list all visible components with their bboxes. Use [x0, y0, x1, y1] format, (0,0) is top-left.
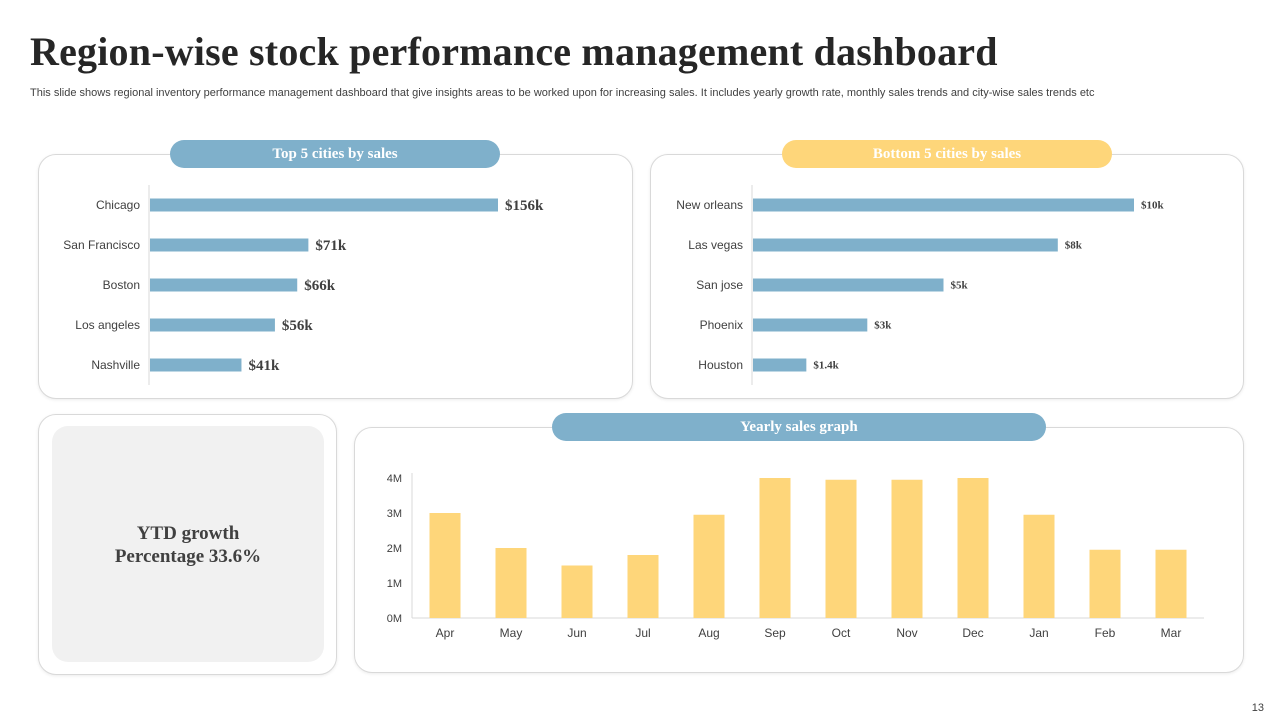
yearly-bar	[1155, 549, 1187, 618]
bottom-cities-value-label: $3k	[874, 320, 892, 332]
yearly-month-label: Sep	[764, 626, 786, 640]
top-cities-city-label: Nashville	[91, 358, 140, 372]
yearly-bar	[957, 478, 989, 618]
bottom-cities-panel	[650, 154, 1244, 399]
yearly-month-label: Dec	[962, 626, 983, 640]
top-cities-bar	[150, 318, 275, 332]
top-cities-value-label: $156k	[505, 198, 544, 214]
top-cities-bar	[150, 278, 298, 292]
yearly-ytick-label: 4M	[387, 473, 402, 485]
yearly-ytick-label: 3M	[387, 508, 402, 520]
top-cities-city-label: San Francisco	[63, 238, 140, 252]
bottom-cities-bar	[753, 278, 944, 292]
yearly-bar	[825, 479, 857, 618]
top-cities-panel	[38, 154, 633, 399]
bottom-cities-value-label: $5k	[951, 280, 969, 292]
top-cities-value-label: $71k	[315, 238, 347, 254]
yearly-month-label: Oct	[832, 626, 851, 640]
yearly-bar	[627, 555, 659, 618]
top-cities-city-label: Boston	[103, 278, 140, 292]
top-cities-city-label: Chicago	[96, 198, 140, 212]
yearly-bar	[561, 565, 593, 618]
yearly-month-label: Jan	[1029, 626, 1048, 640]
top-cities-bar	[150, 238, 309, 252]
yearly-month-label: Aug	[698, 626, 719, 640]
yearly-month-label: May	[500, 626, 523, 640]
yearly-ytick-label: 0M	[387, 613, 402, 625]
ytd-line2: Percentage 33.6%	[114, 546, 262, 567]
yearly-sales-chart: 0M 1M 2M 3M 4M Apr May Jun Jul Aug Sep Oct Nov Dec Jan…	[387, 473, 1204, 640]
page-subtitle: This slide shows regional inventory perf…	[30, 87, 1095, 99]
yearly-bar	[495, 548, 527, 618]
bottom-cities-city-label: New orleans	[676, 198, 743, 212]
bottom-cities-bar	[753, 318, 868, 332]
yearly-bar	[891, 479, 923, 618]
top-cities-value-label: $56k	[282, 318, 314, 334]
yearly-bar	[759, 478, 791, 618]
bottom-cities-value-label: $10k	[1141, 200, 1165, 212]
top-cities-value-label: $66k	[304, 278, 336, 294]
page-title: Region-wise stock performance management…	[30, 29, 998, 74]
yearly-month-label: Feb	[1095, 626, 1116, 640]
yearly-ytick-label: 1M	[387, 578, 402, 590]
yearly-ytick-label: 2M	[387, 543, 402, 555]
ytd-line1: YTD growth	[136, 523, 240, 544]
top-cities-title: Top 5 cities by sales	[170, 140, 500, 168]
top-cities-city-label: Los angeles	[75, 318, 140, 332]
bottom-cities-bar	[753, 238, 1058, 252]
yearly-sales-title: Yearly sales graph	[552, 413, 1046, 441]
yearly-month-label: Jul	[635, 626, 650, 640]
bottom-cities-chart: New orleans $10k Las vegas $8k San jose $5k Ph…	[676, 185, 1165, 385]
yearly-bar	[1023, 514, 1055, 618]
bottom-cities-city-label: Phoenix	[700, 318, 743, 332]
top-cities-chart: Chicago $156k San Francisco $71k Boston $66k L…	[63, 185, 544, 385]
bottom-cities-city-label: Las vegas	[688, 238, 743, 252]
page-number: 13	[1251, 702, 1264, 714]
yearly-month-label: Jun	[567, 626, 586, 640]
yearly-month-label: Nov	[896, 626, 917, 640]
bottom-cities-city-label: San jose	[696, 278, 743, 292]
top-cities-value-label: $41k	[248, 358, 280, 374]
yearly-bar	[693, 514, 725, 618]
yearly-month-label: Mar	[1161, 626, 1182, 640]
ytd-card: YTD growth Percentage 33.6%	[52, 426, 324, 662]
bottom-cities-title: Bottom 5 cities by sales	[782, 140, 1112, 168]
bottom-cities-value-label: $8k	[1065, 240, 1083, 252]
yearly-month-label: Apr	[436, 626, 455, 640]
yearly-bar	[429, 513, 461, 618]
yearly-bar	[1089, 549, 1121, 618]
ytd-growth-text: YTD growth Percentage 33.6%	[52, 522, 324, 568]
bottom-cities-bar	[753, 198, 1134, 212]
bottom-cities-city-label: Houston	[698, 358, 743, 372]
top-cities-bar	[150, 198, 498, 212]
bottom-cities-bar	[753, 358, 807, 372]
top-cities-bar	[150, 358, 242, 372]
bottom-cities-value-label: $1.4k	[813, 360, 839, 372]
